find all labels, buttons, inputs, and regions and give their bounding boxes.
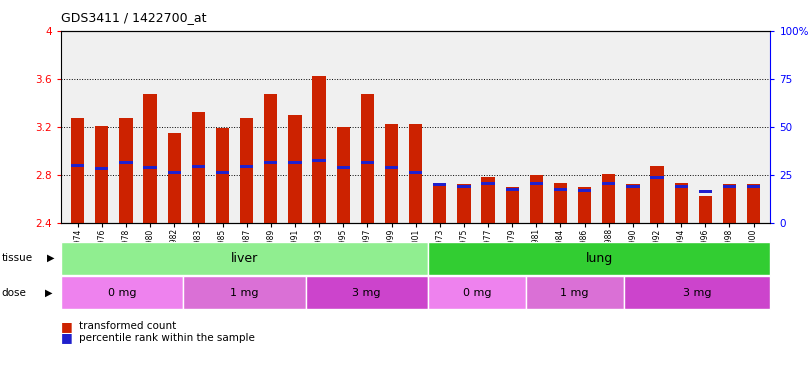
Bar [698, 196, 712, 223]
Bar [554, 183, 567, 223]
Text: 0 mg: 0 mg [462, 288, 491, 298]
Bar [675, 183, 688, 223]
Text: ▶: ▶ [45, 288, 52, 298]
Text: tissue: tissue [2, 253, 32, 263]
Bar [578, 189, 591, 192]
Text: GDS3411 / 1422700_at: GDS3411 / 1422700_at [61, 12, 206, 25]
Bar [457, 185, 470, 188]
Bar [433, 183, 446, 186]
Text: liver: liver [230, 252, 258, 265]
Text: 3 mg: 3 mg [353, 288, 381, 298]
Bar [385, 124, 398, 223]
Text: 0 mg: 0 mg [108, 288, 136, 298]
Bar [578, 187, 591, 223]
Bar [191, 113, 205, 223]
Bar [626, 185, 640, 188]
Text: 1 mg: 1 mg [560, 288, 589, 298]
Bar [361, 94, 374, 223]
Text: ■: ■ [61, 331, 72, 344]
Bar [482, 177, 495, 223]
Bar [747, 184, 760, 223]
Bar [723, 185, 736, 188]
Bar [385, 166, 398, 169]
Bar [650, 175, 663, 179]
Bar [505, 188, 519, 190]
Bar [626, 184, 640, 223]
Bar [71, 164, 84, 167]
Bar [312, 159, 326, 162]
Text: ▶: ▶ [47, 253, 54, 263]
Text: lung: lung [586, 252, 613, 265]
Text: dose: dose [2, 288, 27, 298]
Bar [433, 184, 446, 223]
Bar [361, 161, 374, 164]
Bar [409, 171, 423, 174]
Bar [602, 174, 616, 223]
Bar [337, 127, 350, 223]
Bar [530, 182, 543, 185]
Bar [675, 185, 688, 188]
Bar [312, 76, 326, 223]
Bar [747, 185, 760, 188]
Bar [264, 161, 277, 164]
Bar [337, 166, 350, 169]
Text: 3 mg: 3 mg [683, 288, 711, 298]
Text: ■: ■ [61, 320, 72, 333]
Bar [240, 165, 253, 168]
Bar [698, 190, 712, 193]
Bar [482, 182, 495, 185]
Bar [71, 118, 84, 223]
Text: percentile rank within the sample: percentile rank within the sample [79, 333, 255, 343]
Bar [191, 165, 205, 168]
Text: transformed count: transformed count [79, 321, 176, 331]
Bar [216, 128, 230, 223]
Bar [554, 188, 567, 190]
Bar [216, 171, 230, 174]
Bar [144, 166, 157, 169]
Bar [119, 118, 133, 223]
Bar [240, 118, 253, 223]
Bar [650, 166, 663, 223]
Text: 1 mg: 1 mg [230, 288, 259, 298]
Bar [168, 133, 181, 223]
Bar [168, 171, 181, 174]
Bar [723, 184, 736, 223]
Bar [289, 161, 302, 164]
Bar [95, 126, 109, 223]
Bar [264, 94, 277, 223]
Bar [505, 187, 519, 223]
Bar [530, 175, 543, 223]
Bar [602, 182, 616, 185]
Bar [457, 184, 470, 223]
Bar [119, 161, 133, 164]
Bar [95, 167, 109, 170]
Bar [409, 124, 423, 223]
Bar [289, 115, 302, 223]
Bar [144, 94, 157, 223]
